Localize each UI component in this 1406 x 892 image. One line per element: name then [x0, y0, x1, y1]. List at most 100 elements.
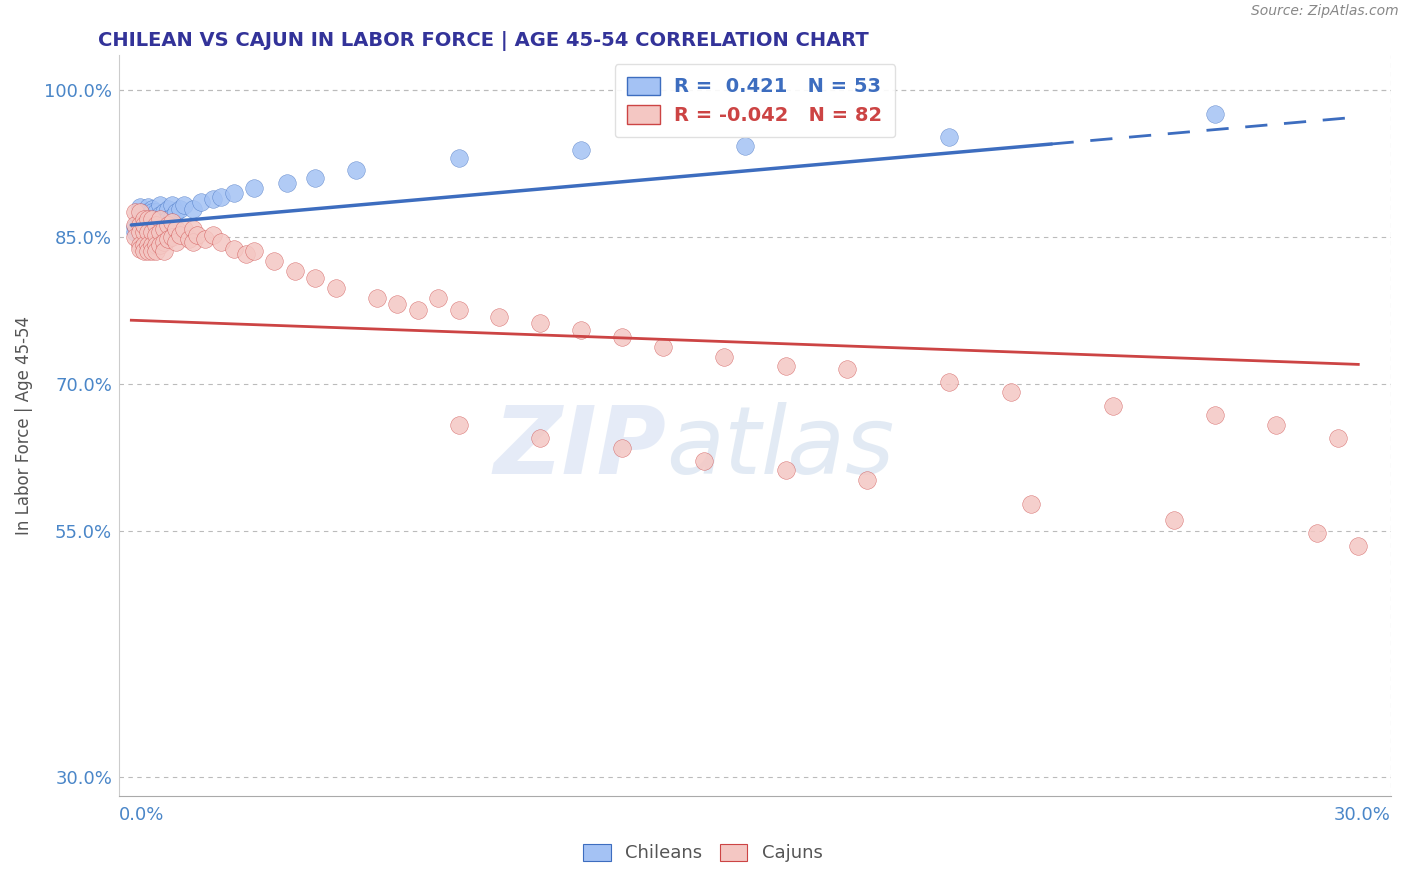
- Point: [385, 296, 408, 310]
- Point: [132, 225, 155, 239]
- Point: [145, 244, 167, 259]
- Point: [835, 362, 858, 376]
- Point: [136, 225, 159, 239]
- Point: [169, 202, 191, 217]
- Point: [145, 237, 167, 252]
- Point: [128, 242, 150, 256]
- Point: [325, 281, 347, 295]
- Point: [1327, 431, 1350, 445]
- Point: [136, 244, 159, 259]
- Point: [141, 237, 163, 252]
- Text: ZIP: ZIP: [494, 402, 666, 494]
- Point: [304, 170, 326, 185]
- Point: [856, 473, 879, 487]
- Point: [145, 215, 167, 229]
- Point: [141, 202, 163, 217]
- Point: [157, 202, 180, 217]
- Y-axis label: In Labor Force | Age 45-54: In Labor Force | Age 45-54: [15, 317, 32, 535]
- Text: 30.0%: 30.0%: [1334, 806, 1391, 824]
- Point: [141, 210, 163, 224]
- Point: [734, 139, 756, 153]
- Point: [149, 237, 172, 252]
- Point: [447, 151, 470, 165]
- Point: [529, 316, 551, 330]
- Point: [153, 244, 176, 259]
- Point: [775, 463, 797, 477]
- Point: [128, 237, 150, 252]
- Point: [132, 205, 155, 219]
- Point: [263, 254, 285, 268]
- Point: [132, 215, 155, 229]
- Point: [136, 237, 159, 252]
- Point: [124, 229, 146, 244]
- Point: [1265, 418, 1288, 433]
- Point: [194, 232, 217, 246]
- Point: [1306, 526, 1329, 541]
- Point: [124, 218, 146, 232]
- Point: [304, 271, 326, 285]
- Point: [276, 176, 298, 190]
- Point: [235, 247, 257, 261]
- Point: [153, 205, 176, 219]
- Text: CHILEAN VS CAJUN IN LABOR FORCE | AGE 45-54 CORRELATION CHART: CHILEAN VS CAJUN IN LABOR FORCE | AGE 45…: [98, 31, 869, 51]
- Point: [128, 218, 150, 232]
- Point: [149, 222, 172, 236]
- Point: [652, 340, 675, 354]
- Point: [488, 310, 510, 325]
- Point: [713, 350, 735, 364]
- Point: [243, 244, 266, 259]
- Point: [145, 227, 167, 242]
- Point: [165, 205, 187, 219]
- Point: [136, 210, 159, 224]
- Point: [160, 210, 183, 224]
- Point: [160, 198, 183, 212]
- Point: [141, 244, 163, 259]
- Point: [153, 215, 176, 229]
- Point: [344, 163, 367, 178]
- Text: atlas: atlas: [666, 402, 894, 493]
- Point: [149, 208, 172, 222]
- Point: [610, 330, 633, 344]
- Point: [202, 227, 225, 242]
- Point: [132, 237, 155, 252]
- Point: [141, 225, 163, 239]
- Point: [136, 218, 159, 232]
- Point: [202, 193, 225, 207]
- Point: [181, 235, 204, 249]
- Text: Source: ZipAtlas.com: Source: ZipAtlas.com: [1251, 4, 1399, 19]
- Point: [427, 291, 450, 305]
- Point: [132, 212, 155, 227]
- Point: [190, 195, 212, 210]
- Legend: Chileans, Cajuns: Chileans, Cajuns: [576, 837, 830, 870]
- Point: [128, 210, 150, 224]
- Point: [132, 222, 155, 236]
- Point: [181, 202, 204, 217]
- Point: [186, 227, 208, 242]
- Point: [157, 218, 180, 232]
- Point: [177, 232, 200, 246]
- Point: [160, 229, 183, 244]
- Point: [169, 227, 191, 242]
- Point: [145, 205, 167, 219]
- Point: [128, 225, 150, 239]
- Point: [132, 218, 155, 232]
- Point: [1102, 399, 1125, 413]
- Point: [136, 212, 159, 227]
- Point: [141, 205, 163, 219]
- Point: [141, 212, 163, 227]
- Point: [136, 210, 159, 224]
- Text: 0.0%: 0.0%: [120, 806, 165, 824]
- Point: [569, 323, 592, 337]
- Point: [149, 215, 172, 229]
- Point: [173, 222, 195, 236]
- Point: [124, 205, 146, 219]
- Point: [136, 200, 159, 214]
- Point: [693, 453, 716, 467]
- Point: [141, 218, 163, 232]
- Point: [136, 205, 159, 219]
- Point: [141, 222, 163, 236]
- Point: [149, 212, 172, 227]
- Point: [1347, 539, 1369, 553]
- Point: [157, 212, 180, 227]
- Point: [447, 418, 470, 433]
